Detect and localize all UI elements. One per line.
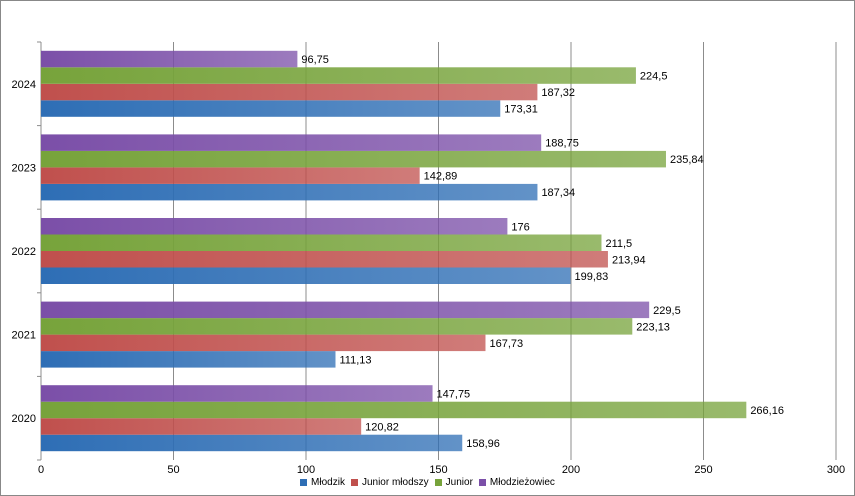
- data-label: 173,31: [504, 104, 538, 116]
- bar: [41, 251, 608, 268]
- bar: [41, 267, 571, 284]
- data-label: 229,5: [653, 305, 681, 317]
- bar: [41, 301, 650, 319]
- bar: [41, 418, 362, 435]
- y-tick-label: 2022: [12, 246, 36, 258]
- data-label: 223,13: [636, 321, 670, 333]
- bar: [41, 83, 538, 101]
- bar: [41, 218, 508, 235]
- legend-swatch: [434, 479, 442, 486]
- data-label: 147,75: [437, 388, 471, 400]
- data-label: 188,75: [545, 138, 579, 150]
- bar: [41, 401, 747, 419]
- bar: [41, 100, 501, 117]
- y-tick-label: 2020: [12, 413, 36, 425]
- data-label: 211,5: [605, 238, 632, 250]
- legend-swatch: [300, 479, 308, 486]
- legend-swatch: [478, 479, 486, 486]
- bar: [41, 50, 298, 68]
- legend-label: Młodzik: [311, 477, 345, 488]
- bar: [41, 385, 433, 402]
- data-label: 266,16: [750, 405, 784, 417]
- bar: [41, 67, 636, 84]
- bar: [41, 167, 420, 184]
- data-label: 176: [511, 221, 529, 233]
- x-tick-label: 0: [38, 464, 44, 476]
- data-label: 111,13: [339, 354, 371, 366]
- legend: Młodzik Junior młodszy Junior Młodzieżowiec: [0, 477, 855, 489]
- data-label: 120,82: [365, 421, 399, 433]
- bar: [41, 234, 602, 251]
- x-tick-label: 300: [827, 464, 845, 476]
- data-label: 187,32: [541, 87, 575, 99]
- legend-swatch: [350, 479, 358, 486]
- y-tick-label: 2021: [12, 330, 36, 342]
- legend-item: Młodzieżowiec: [478, 477, 555, 488]
- bar: [41, 434, 463, 452]
- data-label: 199,83: [575, 271, 609, 283]
- data-label: 167,73: [489, 338, 523, 350]
- bar: [41, 134, 542, 151]
- data-label: 142,89: [424, 171, 458, 183]
- x-tick-label: 200: [562, 464, 580, 476]
- legend-item: Młodzik: [300, 477, 345, 488]
- data-label: 96,75: [301, 54, 329, 66]
- bar: [41, 351, 336, 368]
- y-tick-label: 2024: [12, 79, 36, 91]
- legend-item: Junior: [434, 477, 473, 488]
- bar: [41, 183, 538, 201]
- bar: [41, 150, 666, 168]
- bar: [41, 318, 633, 335]
- data-label: 158,96: [466, 438, 500, 450]
- bar: [41, 334, 486, 352]
- y-tick-label: 2023: [12, 162, 36, 174]
- data-label: 187,34: [541, 187, 575, 199]
- data-label: 213,94: [612, 254, 646, 266]
- legend-label: Junior młodszy: [361, 477, 429, 488]
- legend-label: Młodzieżowiec: [489, 477, 555, 488]
- x-tick-label: 50: [167, 464, 179, 476]
- data-label: 224,5: [640, 71, 668, 83]
- legend-item: Junior młodszy: [350, 477, 429, 488]
- x-tick-label: 250: [694, 464, 712, 476]
- data-label: 235,84: [670, 154, 704, 166]
- legend-label: Junior: [445, 477, 473, 488]
- x-tick-label: 100: [297, 464, 315, 476]
- x-tick-label: 150: [429, 464, 447, 476]
